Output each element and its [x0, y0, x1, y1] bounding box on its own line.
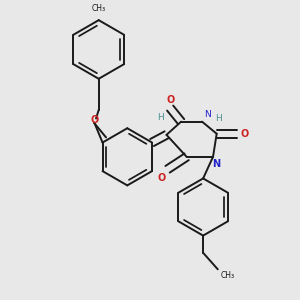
Text: O: O — [166, 95, 174, 105]
Text: CH₃: CH₃ — [220, 271, 235, 280]
Text: N: N — [204, 110, 210, 119]
Text: CH₃: CH₃ — [92, 4, 106, 13]
Text: N: N — [213, 159, 221, 170]
Text: H: H — [215, 114, 222, 123]
Text: O: O — [91, 115, 99, 125]
Text: H: H — [157, 112, 164, 122]
Text: O: O — [241, 129, 249, 139]
Text: O: O — [158, 172, 166, 183]
